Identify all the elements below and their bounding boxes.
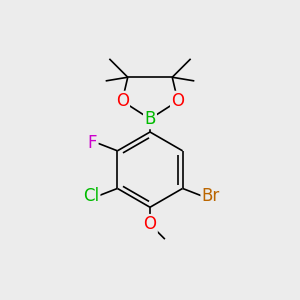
Text: Cl: Cl [83, 187, 99, 205]
Text: Br: Br [202, 187, 220, 205]
Text: B: B [144, 110, 156, 128]
Text: F: F [88, 134, 97, 152]
Text: O: O [116, 92, 129, 110]
Text: O: O [143, 215, 157, 233]
Text: O: O [171, 92, 184, 110]
